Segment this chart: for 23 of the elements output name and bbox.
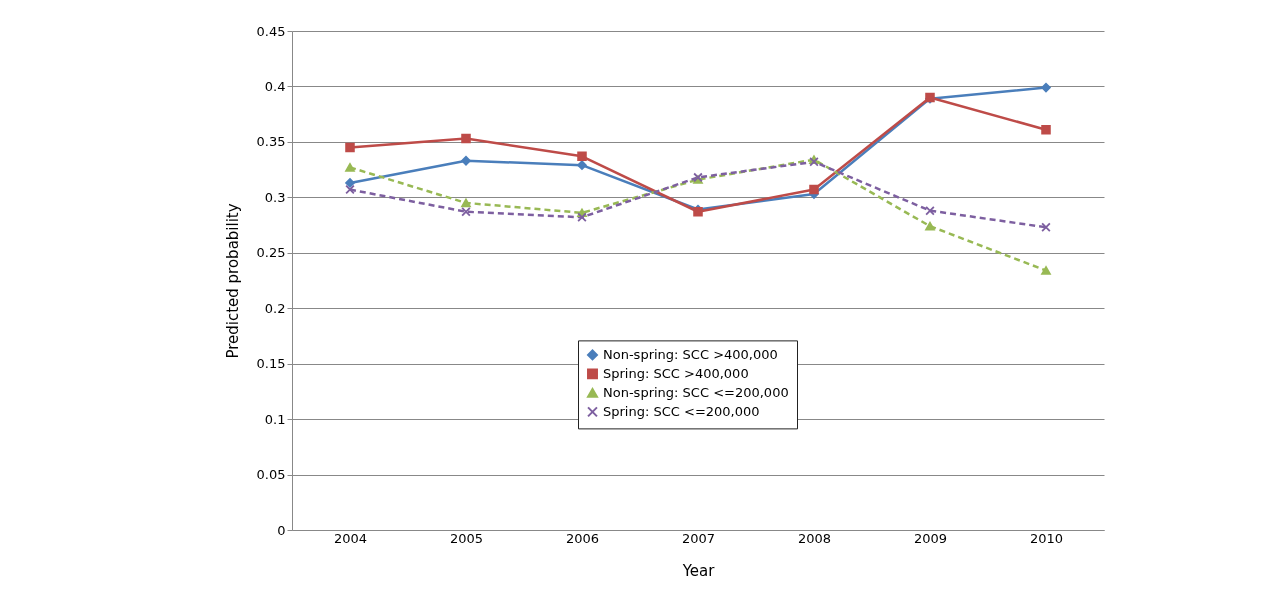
x-axis-title: Year: [681, 561, 716, 580]
y-tick-label: 0: [277, 522, 286, 538]
y-tick-label: 0.25: [256, 245, 286, 261]
x-tick-label: 2007: [681, 530, 716, 546]
y-tick-label: 0.05: [256, 467, 286, 483]
y-tick-label: 0.1: [264, 411, 286, 427]
x-tick-label: 2004: [333, 530, 368, 546]
y-tick-label: 0.45: [256, 23, 286, 39]
x-tick-label: 2010: [1029, 530, 1064, 546]
y-tick-label: 0.4: [264, 78, 286, 94]
x-tick-label: 2005: [449, 530, 484, 546]
x-tick-label: 2009: [913, 530, 948, 546]
legend-label: Non-spring: SCC <=200,000: [603, 384, 789, 400]
y-tick-label: 0.35: [256, 134, 286, 150]
legend-label: Spring: SCC <=200,000: [603, 403, 760, 419]
y-tick-label: 0.15: [256, 356, 286, 372]
legend-label: Non-spring: SCC >400,000: [603, 346, 778, 362]
x-tick-label: 2008: [797, 530, 832, 546]
y-tick-label: 0.3: [264, 189, 286, 205]
y-tick-label: 0.2: [264, 300, 286, 316]
legend-label: Spring: SCC >400,000: [603, 365, 749, 381]
x-tick-label: 2006: [565, 530, 600, 546]
y-axis-title: Predicted probability: [223, 203, 242, 359]
